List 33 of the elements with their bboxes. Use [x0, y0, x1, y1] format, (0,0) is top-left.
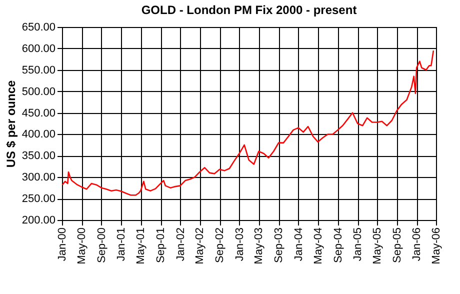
x-tick-label: Sep-00	[96, 228, 108, 263]
y-tick-label: 550.00	[22, 64, 56, 76]
x-tick-label: Sep-04	[332, 228, 344, 263]
x-tick-label: May-05	[371, 228, 384, 264]
y-tick-label: 600.00	[22, 42, 56, 55]
y-tick-label: 300.00	[22, 172, 56, 184]
x-tick-label: May-04	[312, 228, 324, 264]
x-tick-label: Jan-06	[411, 228, 424, 262]
x-tick-label: May-02	[194, 228, 206, 264]
y-tick-label: 450.00	[22, 107, 56, 120]
x-tick-label: Jan-03	[234, 228, 246, 262]
x-tick-label: Sep-02	[214, 228, 226, 263]
line-series	[62, 50, 434, 196]
x-tick-label: May-00	[76, 228, 88, 264]
x-tick-label: Sep-01	[155, 228, 168, 263]
x-tick-label: Jan-01	[116, 228, 128, 262]
y-tick-label: 350.00	[22, 150, 56, 162]
x-tick-label: May-01	[135, 228, 148, 264]
y-tick-label: 400.00	[22, 128, 56, 141]
x-tick-label: Sep-05	[391, 228, 404, 263]
x-tick-label: May-03	[253, 228, 266, 264]
y-tick-label: 250.00	[22, 193, 56, 206]
x-tick-label: Jan-05	[352, 228, 364, 262]
x-tick-label: Jan-04	[292, 228, 305, 262]
x-tick-label: Jan-02	[174, 228, 187, 262]
x-tick-label: Jan-00	[56, 228, 68, 262]
chart-title: GOLD - London PM Fix 2000 - present	[141, 3, 357, 17]
y-tick-label: 650.00	[22, 22, 56, 34]
x-tick-label: Sep-03	[273, 228, 286, 263]
y-tick-label: 200.00	[22, 214, 56, 226]
y-axis-title: US $ per ounce	[4, 80, 18, 168]
y-tick-label: 500.00	[22, 86, 56, 98]
x-tick-label: May-06	[430, 228, 442, 264]
